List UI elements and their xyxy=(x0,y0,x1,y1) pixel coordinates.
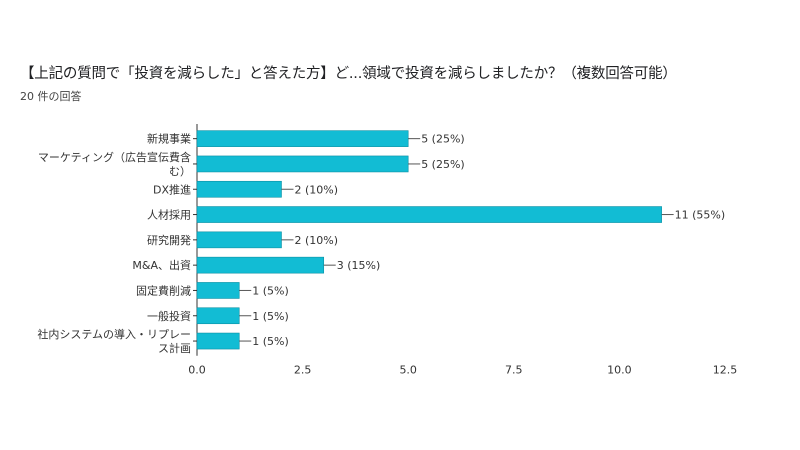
bar xyxy=(196,332,240,350)
category-label: 新規事業 xyxy=(147,132,191,146)
bar xyxy=(196,130,409,147)
bar xyxy=(196,256,325,274)
x-tick-label: 7.5 xyxy=(505,364,523,377)
bar xyxy=(196,231,282,249)
bar xyxy=(196,180,282,198)
bar xyxy=(196,155,409,173)
bar xyxy=(196,282,240,299)
data-label: 3 (15%) xyxy=(337,259,381,272)
bar xyxy=(196,307,240,325)
category-label: 研究開発 xyxy=(147,233,191,247)
category-label: む） xyxy=(169,165,191,178)
response-count: 20 件の回答 xyxy=(20,90,82,103)
x-tick-label: 12.5 xyxy=(713,364,738,377)
data-label: 1 (5%) xyxy=(252,310,289,323)
data-label: 5 (25%) xyxy=(421,133,465,146)
category-label: 一般投資 xyxy=(147,309,191,323)
data-label: 2 (10%) xyxy=(294,234,338,247)
data-label: 1 (5%) xyxy=(252,335,289,348)
category-label: M&A、出資 xyxy=(132,258,191,272)
data-label: 1 (5%) xyxy=(252,284,289,297)
category-label: DX推進 xyxy=(153,182,191,196)
category-label: 固定費削減 xyxy=(136,283,191,297)
x-tick-label: 2.5 xyxy=(294,364,312,377)
category-label: マーケティング（広告宣伝費含 xyxy=(38,150,191,164)
x-tick-label: 5.0 xyxy=(399,364,417,377)
bar xyxy=(196,206,662,223)
category-label: 人材採用 xyxy=(147,208,191,222)
data-label: 11 (55%) xyxy=(675,209,726,222)
data-label: 2 (10%) xyxy=(294,183,338,196)
category-label: 社内システムの導入・リプレー xyxy=(37,327,191,341)
chart-title: 【上記の質問で「投資を減らした」と答えた方】ど...領域で投資を減らしましたか？… xyxy=(20,66,677,82)
x-tick-label: 10.0 xyxy=(607,364,632,377)
data-label: 5 (25%) xyxy=(421,158,465,171)
category-label: ス計画 xyxy=(158,341,191,355)
x-tick-label: 0.0 xyxy=(188,364,206,377)
